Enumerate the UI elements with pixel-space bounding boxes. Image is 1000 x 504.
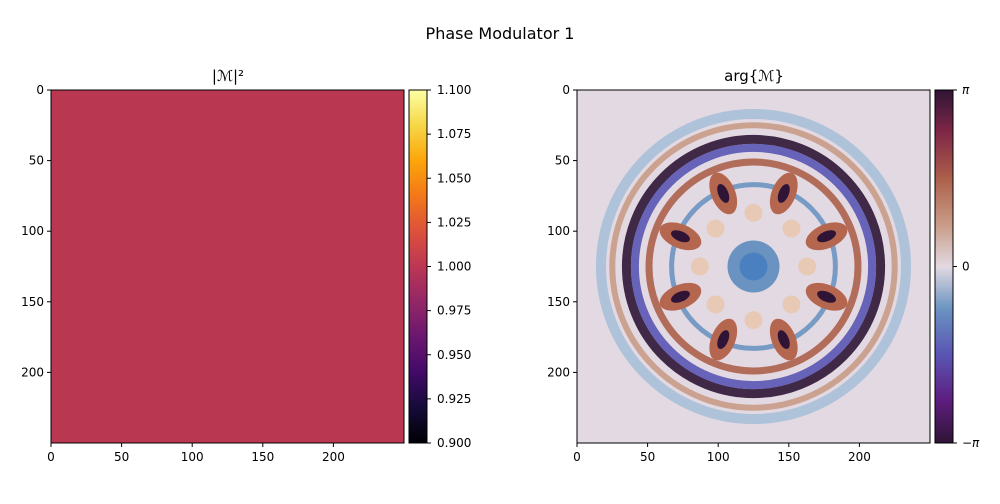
phase-lobe-core	[817, 290, 836, 303]
phase-x-tick-label: 100	[707, 450, 730, 464]
phase-lobe-core	[717, 330, 730, 349]
phase-spot	[706, 295, 725, 314]
phase-colorbar-tick-label: π	[962, 83, 970, 97]
magnitude-colorbar	[408, 89, 428, 444]
magnitude-x-tick-label: 100	[181, 450, 204, 464]
magnitude-plot-frame	[50, 89, 405, 444]
phase-colorbar-tick-label: 0	[962, 260, 970, 274]
phase-lobe-core	[671, 290, 690, 303]
magnitude-colorbar-tick-label: 0.975	[437, 304, 471, 318]
phase-panel: arg{ℳ} 0 50 100 150 200 0 50 100 150 200 π 0 −π	[547, 67, 980, 464]
phase-x-tick-label: 200	[848, 450, 871, 464]
magnitude-y-tick-label: 200	[21, 365, 44, 379]
magnitude-heatmap-image	[51, 90, 404, 443]
phase-lobe-core	[777, 330, 790, 349]
phase-colorbar	[934, 89, 954, 444]
phase-lobe-core	[777, 184, 790, 203]
phase-ring	[609, 122, 898, 411]
magnitude-x-tick-label: 50	[114, 450, 129, 464]
phase-y-tick-label: 200	[547, 365, 570, 379]
phase-ring	[645, 158, 862, 375]
phase-colorbar-axis: π 0 −π	[953, 83, 980, 450]
magnitude-y-tick-label: 100	[21, 224, 44, 238]
phase-lobe-core	[717, 184, 730, 203]
magnitude-colorbar-tick-label: 1.050	[437, 171, 471, 185]
phase-spot	[782, 295, 801, 314]
phase-spot	[744, 311, 763, 330]
phase-y-tick-label: 0	[562, 83, 570, 97]
phase-ring	[657, 170, 850, 363]
phase-lobe-core	[817, 230, 836, 243]
magnitude-panel: |ℳ|² 0 50 100 150 200 0 50 100 150 200 0.900 0.92…	[21, 67, 471, 464]
phase-ring	[596, 109, 911, 424]
phase-x-tick-label: 0	[573, 450, 581, 464]
magnitude-colorbar-tick-label: 0.900	[437, 436, 471, 450]
magnitude-x-tick-label: 0	[47, 450, 55, 464]
phase-panel-title: arg{ℳ}	[724, 67, 784, 85]
magnitude-y-tick-label: 150	[21, 295, 44, 309]
magnitude-colorbar-tick-label: 1.075	[437, 127, 471, 141]
magnitude-colorbar-tick-label: 1.000	[437, 260, 471, 274]
phase-center-core	[739, 252, 768, 281]
magnitude-colorbar-tick-label: 1.100	[437, 83, 471, 97]
phase-spot	[744, 203, 763, 222]
phase-x-tick-label: 150	[777, 450, 800, 464]
phase-lobe-core	[671, 230, 690, 243]
magnitude-x-axis: 0 50 100 150 200	[47, 443, 345, 464]
phase-spot	[798, 257, 817, 276]
phase-ring	[621, 134, 886, 399]
phase-heatmap-pattern	[596, 109, 911, 424]
phase-ring	[630, 143, 877, 390]
phase-spot	[782, 219, 801, 238]
magnitude-colorbar-tick-label: 0.950	[437, 348, 471, 362]
phase-y-axis: 0 50 100 150 200	[547, 83, 577, 379]
magnitude-y-tick-label: 50	[29, 154, 44, 168]
phase-y-tick-label: 150	[547, 295, 570, 309]
magnitude-colorbar-axis: 0.900 0.925 0.950 0.975 1.000 1.025 1.050 1.075…	[427, 83, 471, 450]
magnitude-colorbar-tick-label: 1.025	[437, 215, 471, 229]
phase-colorbar-tick-label: −π	[962, 436, 980, 450]
phase-x-tick-label: 50	[640, 450, 655, 464]
magnitude-panel-title: |ℳ|²	[212, 67, 244, 85]
phase-ring	[669, 182, 838, 351]
magnitude-x-tick-label: 200	[322, 450, 345, 464]
phase-y-tick-label: 50	[555, 154, 570, 168]
phase-spot	[690, 257, 709, 276]
magnitude-y-tick-label: 0	[36, 83, 44, 97]
magnitude-y-axis: 0 50 100 150 200	[21, 83, 51, 379]
magnitude-colorbar-tick-label: 0.925	[437, 392, 471, 406]
magnitude-x-tick-label: 150	[251, 450, 274, 464]
phase-x-axis: 0 50 100 150 200	[573, 443, 871, 464]
phase-spot	[706, 219, 725, 238]
figure-title: Phase Modulator 1	[426, 24, 575, 43]
phase-plot-frame	[576, 89, 931, 444]
phase-y-tick-label: 100	[547, 224, 570, 238]
